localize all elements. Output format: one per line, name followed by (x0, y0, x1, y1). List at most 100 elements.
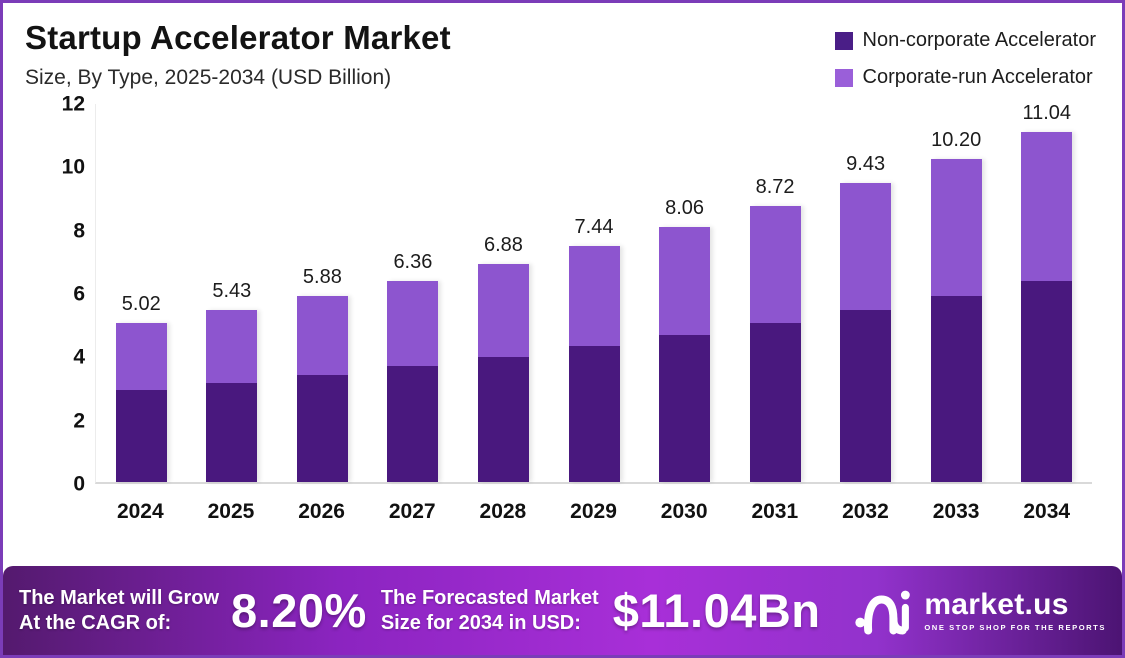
x-axis-label: 2031 (751, 500, 799, 523)
bar-stack (296, 295, 348, 482)
bar-stack (387, 280, 439, 482)
bar-total-label: 5.88 (302, 265, 342, 288)
bar-segment-non-corporate (930, 296, 982, 482)
bar-total-label: 8.72 (755, 175, 795, 198)
bar-total-label: 6.88 (483, 234, 523, 257)
bar-total-label: 5.02 (121, 293, 161, 316)
bar-total-label: 10.20 (931, 129, 982, 152)
x-axis-label: 2033 (932, 500, 980, 523)
bar-segment-non-corporate (206, 383, 258, 482)
x-axis-label: 2029 (570, 500, 617, 523)
legend-label: Corporate-run Accelerator (862, 66, 1093, 88)
logo-text: market.us ONE STOP SHOP FOR THE REPORTS (924, 587, 1106, 632)
header: Startup Accelerator Market Size, By Type… (3, 3, 1122, 90)
bar-stack (1021, 132, 1073, 482)
y-tick-label: 6 (73, 282, 85, 306)
bar-column-2025: 5.43 (187, 104, 278, 482)
forecast-value: $11.04Bn (612, 584, 821, 637)
bar-column-2024: 5.02 (96, 104, 187, 482)
bar-segment-corporate-run (115, 323, 167, 391)
bar-segment-corporate-run (206, 310, 258, 384)
bar-total-label: 7.44 (574, 216, 614, 239)
bar-column-2032: 9.43 (820, 104, 911, 482)
bar-column-2034: 11.04 (1001, 102, 1092, 482)
market-us-logo-icon (855, 590, 911, 634)
bar-segment-non-corporate (840, 310, 892, 482)
y-tick-label: 4 (73, 345, 85, 369)
logo-tagline: ONE STOP SHOP FOR THE REPORTS (924, 622, 1106, 632)
bar-column-2033: 10.20 (911, 104, 1002, 482)
x-axis-label: 2030 (660, 500, 708, 523)
bar-segment-corporate-run (930, 159, 982, 297)
legend-swatch (834, 68, 853, 87)
bar-segment-corporate-run (568, 246, 620, 347)
y-tick-label: 8 (73, 219, 85, 243)
page-title: Startup Accelerator Market (25, 19, 451, 56)
bar-column-2031: 8.72 (730, 104, 821, 482)
bar-segment-non-corporate (749, 323, 801, 482)
title-block: Startup Accelerator Market Size, By Type… (25, 19, 451, 90)
plot-area: 5.02 5.43 5.88 6.36 6.88 7.44 8.06 8.72 9.43 10.2… (95, 102, 1092, 484)
cagr-label-line1: The Market will Grow (19, 586, 220, 609)
x-axis-label: 2034 (1023, 500, 1071, 523)
bar-stack (930, 159, 982, 482)
x-axis-label: 2025 (207, 500, 255, 523)
x-axis-label: 2026 (298, 500, 345, 523)
bar-total-label: 8.06 (665, 196, 705, 219)
bar-segment-corporate-run (296, 295, 348, 375)
bar-column-2030: 8.06 (639, 104, 730, 482)
bar-segment-non-corporate (387, 366, 439, 482)
y-axis: 0 2 4 6 8 10 12 (23, 94, 95, 495)
bar-stack (115, 323, 167, 482)
bar-segment-corporate-run (477, 264, 529, 357)
bar-total-label: 11.04 (1022, 102, 1072, 125)
bar-segment-non-corporate (1021, 280, 1073, 482)
stats-banner: The Market will Grow At the CAGR of: 8.2… (3, 566, 1122, 655)
bar-segment-corporate-run (387, 280, 439, 367)
bar-stack (568, 246, 620, 482)
x-axis: 2024 2025 2026 2027 2028 2029 2030 2031 2032 2033… (95, 500, 1092, 524)
bar-segment-non-corporate (568, 346, 620, 482)
x-axis-label: 2032 (842, 500, 889, 523)
bar-segment-non-corporate (296, 374, 348, 482)
x-axis-label: 2024 (116, 500, 164, 523)
bar-segment-corporate-run (1021, 132, 1073, 281)
bar-column-2029: 7.44 (549, 104, 640, 482)
bar-total-label: 9.43 (846, 153, 886, 176)
bar-column-2028: 6.88 (458, 104, 549, 482)
y-tick-label: 10 (61, 155, 85, 179)
legend-swatch (834, 31, 853, 50)
x-axis-label: 2027 (388, 500, 436, 523)
market-us-logo: market.us ONE STOP SHOP FOR THE REPORTS (854, 584, 1106, 638)
bar-stack (749, 205, 801, 482)
cagr-value: 8.20% (231, 584, 367, 637)
bar-stack (206, 310, 258, 482)
y-tick-label: 2 (73, 409, 85, 433)
forecast-label: The Forecasted Market Size for 2034 in U… (381, 586, 599, 636)
legend-item-corporate-run: Corporate-run Accelerator (834, 66, 1096, 89)
bar-segment-corporate-run (749, 205, 801, 324)
chart: 0 2 4 6 8 10 12 5.02 5.43 5.88 6.36 6.88 7.44 8.06 8.… (23, 94, 1092, 495)
bar-segment-non-corporate (115, 390, 167, 482)
legend-item-non-corporate: Non-corporate Accelerator (834, 29, 1096, 52)
bar-total-label: 5.43 (212, 280, 252, 303)
bar-segment-non-corporate (659, 335, 711, 482)
legend-label: Non-corporate Accelerator (862, 29, 1096, 51)
bar-total-label: 6.36 (393, 250, 433, 273)
bar-segment-corporate-run (840, 183, 892, 311)
bar-segment-corporate-run (659, 226, 711, 336)
bar-column-2026: 5.88 (277, 104, 368, 482)
bar-stack (840, 183, 892, 482)
x-axis-label: 2028 (479, 500, 527, 523)
bar-column-2027: 6.36 (368, 104, 459, 482)
y-tick-label: 12 (61, 92, 85, 116)
bar-segment-non-corporate (477, 356, 529, 482)
y-tick-label: 0 (73, 472, 85, 496)
forecast-label-line2: Size for 2034 in USD: (380, 611, 581, 634)
chart-legend: Non-corporate Accelerator Corporate-run … (834, 19, 1096, 90)
forecast-label-line1: The Forecasted Market (380, 586, 599, 609)
page-subtitle: Size, By Type, 2025-2034 (USD Billion) (25, 66, 392, 89)
cagr-label-line2: At the CAGR of: (19, 611, 172, 634)
logo-name: market.us (924, 587, 1069, 621)
